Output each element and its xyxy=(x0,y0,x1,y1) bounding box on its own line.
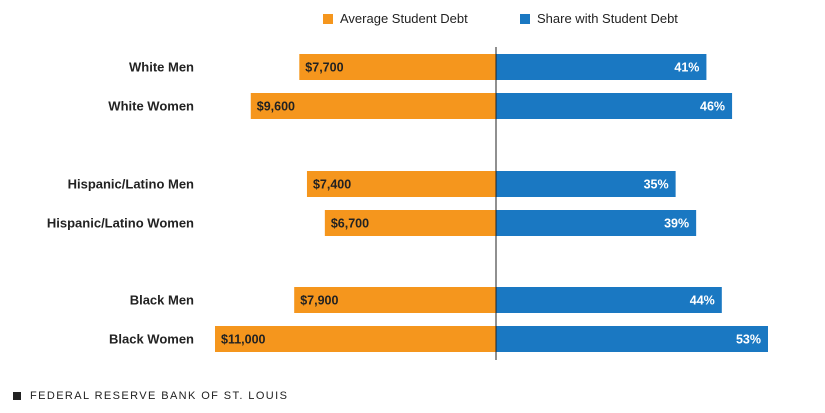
category-label-white-women: White Women xyxy=(108,99,194,114)
legend-swatch-blue xyxy=(520,13,530,24)
bar-share-with-student-debt-black-men xyxy=(496,287,722,313)
bar-average-student-debt-hispanic-latino-women xyxy=(324,210,496,236)
data-label-share-with-student-debt-black-men: 44% xyxy=(690,294,715,308)
chart-legend: Average Student Debt Share with Student … xyxy=(0,11,825,29)
source-footer: FEDERAL RESERVE BANK OF ST. LOUIS xyxy=(13,390,288,402)
legend-item-average-student-debt: Average Student Debt xyxy=(323,11,468,26)
bar-average-student-debt-white-women xyxy=(250,93,496,119)
legend-label: Average Student Debt xyxy=(340,11,468,26)
category-label-hispanic-latino-men: Hispanic/Latino Men xyxy=(68,177,194,192)
bar-average-student-debt-black-women xyxy=(215,326,496,352)
bar-average-student-debt-hispanic-latino-men xyxy=(306,171,496,197)
bar-share-with-student-debt-black-women xyxy=(496,326,768,352)
legend-item-share-with-student-debt: Share with Student Debt xyxy=(520,11,678,26)
bar-share-with-student-debt-white-men xyxy=(496,54,707,80)
bar-share-with-student-debt-hispanic-latino-women xyxy=(496,210,697,236)
data-label-average-student-debt-black-women: $11,000 xyxy=(221,333,266,347)
category-label-black-women: Black Women xyxy=(109,332,194,347)
bar-average-student-debt-black-men xyxy=(294,287,496,313)
data-label-average-student-debt-black-men: $7,900 xyxy=(300,294,338,308)
data-label-average-student-debt-white-women: $9,600 xyxy=(257,100,295,114)
bar-share-with-student-debt-white-women xyxy=(496,93,733,119)
category-label-black-men: Black Men xyxy=(130,293,194,308)
data-label-share-with-student-debt-hispanic-latino-women: 39% xyxy=(664,217,689,231)
footer-square-icon xyxy=(13,392,21,400)
data-label-average-student-debt-hispanic-latino-women: $6,700 xyxy=(331,217,369,231)
bar-average-student-debt-white-men xyxy=(299,54,496,80)
bar-share-with-student-debt-hispanic-latino-men xyxy=(496,171,676,197)
legend-swatch-orange xyxy=(323,13,333,24)
data-label-share-with-student-debt-hispanic-latino-men: 35% xyxy=(644,178,669,192)
data-label-average-student-debt-white-men: $7,700 xyxy=(305,61,343,75)
data-label-average-student-debt-hispanic-latino-men: $7,400 xyxy=(313,178,351,192)
data-label-share-with-student-debt-white-women: 46% xyxy=(700,100,725,114)
category-label-white-men: White Men xyxy=(129,60,194,75)
footer-source-text: FEDERAL RESERVE BANK OF ST. LOUIS xyxy=(30,390,289,402)
legend-label: Share with Student Debt xyxy=(537,11,678,26)
category-label-hispanic-latino-women: Hispanic/Latino Women xyxy=(47,216,194,231)
data-label-share-with-student-debt-white-men: 41% xyxy=(674,61,699,75)
data-label-share-with-student-debt-black-women: 53% xyxy=(736,333,761,347)
